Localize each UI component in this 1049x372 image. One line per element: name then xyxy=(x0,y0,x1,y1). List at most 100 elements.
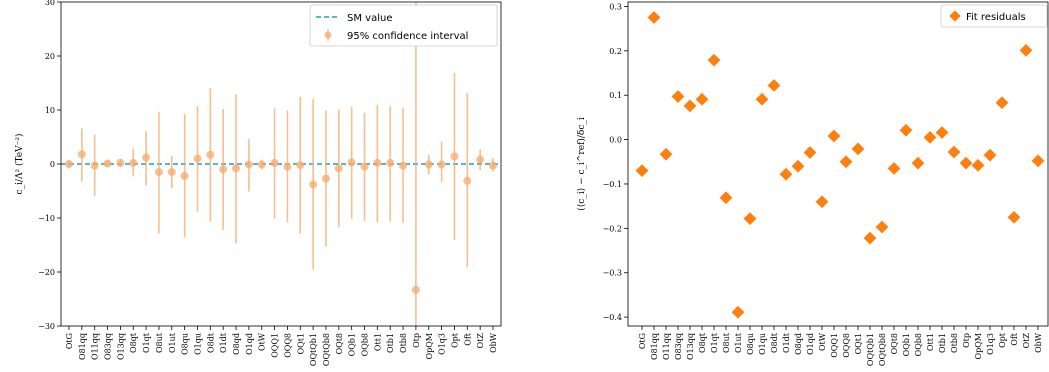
residual-point-OtG xyxy=(635,164,649,178)
right-x-tick-label: OtZ xyxy=(1022,333,1031,349)
left-x-tick-label: O1qt xyxy=(142,332,151,353)
residual-point-OQt1 xyxy=(851,142,865,156)
right-plot-area xyxy=(627,1,1049,327)
coef-point-O81qq xyxy=(77,150,86,159)
left-x-tick-label: O8qd xyxy=(232,333,241,355)
right-x-tick-label: Otb1 xyxy=(938,333,947,353)
left-x-tick-label: OQt1 xyxy=(296,333,305,354)
right-x-tick-label: OQb1 xyxy=(902,333,911,356)
left-y-tick-label: −30 xyxy=(38,322,55,331)
residual-point-OQQ1 xyxy=(827,129,841,143)
right-x-tick-label: O1qu xyxy=(758,333,767,355)
coef-point-Otp xyxy=(411,285,420,294)
coef-point-OtZ xyxy=(476,155,485,164)
coef-point-O1qd xyxy=(244,160,253,169)
coef-point-OtG xyxy=(65,160,73,168)
residual-point-OQQ8 xyxy=(839,155,853,169)
right-x-tick-label: OQt8 xyxy=(890,333,899,354)
right-x-tick-label: O8dt xyxy=(770,332,779,353)
legend-ci-swatch-point xyxy=(324,31,332,39)
right-x-tick-label: Otb8 xyxy=(950,333,959,353)
left-x-tick-label: O8qu xyxy=(181,333,190,355)
right-x-tick-label: O83qq xyxy=(674,333,683,360)
residual-point-O1qu xyxy=(755,92,769,106)
residual-point-Oft xyxy=(1007,210,1021,224)
left-plot-area xyxy=(60,1,502,327)
left-x-tick-label: O1dt xyxy=(219,332,228,353)
right-legend-box xyxy=(940,4,1048,28)
right-y-tick-label: 0.2 xyxy=(609,47,622,56)
right-y-tick-label: 0.0 xyxy=(609,136,622,145)
coef-point-OQt1 xyxy=(296,161,305,170)
coef-point-OpQM xyxy=(424,160,433,169)
coef-point-Otb8 xyxy=(399,161,408,170)
residual-point-O1qd xyxy=(803,146,817,159)
coef-point-OQQ1 xyxy=(270,158,279,167)
left-x-tick-label: O1q3 xyxy=(438,333,447,355)
right-x-tick-label: O11qq xyxy=(662,333,671,360)
coef-point-OQb1 xyxy=(347,158,356,167)
right-x-tick-label: O1qd xyxy=(806,333,815,355)
residual-point-Opt xyxy=(995,96,1009,110)
right-x-tick-label: O1ut xyxy=(734,332,743,353)
residual-point-O1qt xyxy=(707,53,721,67)
left-x-tick-label: OQtQb8 xyxy=(322,333,331,366)
right-x-tick-label: O81qq xyxy=(650,333,659,360)
left-legend: SM value 95% confidence interval xyxy=(309,4,498,47)
residual-point-ObW xyxy=(1031,154,1045,168)
residual-point-O8qd xyxy=(791,159,805,173)
right-x-tick-label: Opt xyxy=(998,332,1007,348)
left-x-tick-label: OQQ1 xyxy=(271,333,280,358)
residual-point-O1q3 xyxy=(983,148,997,162)
coef-point-O1dt xyxy=(219,165,228,174)
coef-point-Oft xyxy=(463,176,472,185)
residual-point-O8dt xyxy=(767,79,781,92)
coef-point-OQtQb1 xyxy=(309,180,318,189)
left-y-tick-label: 30 xyxy=(45,0,55,7)
coef-point-Opt xyxy=(450,152,459,161)
left-x-tick-label: OtZ xyxy=(476,333,485,349)
residual-point-OQtQb8 xyxy=(875,220,889,234)
right-x-tick-label: O8qt xyxy=(698,332,707,353)
right-x-tick-label: OpQM xyxy=(974,333,983,359)
left-x-tick-label: O1ut xyxy=(168,332,177,353)
right-x-tick-label: O1qt xyxy=(710,332,719,353)
residual-point-O8qt xyxy=(695,92,709,106)
coef-point-ObW xyxy=(489,161,497,170)
right-y-tick-label: −0.2 xyxy=(603,224,622,233)
right-x-tick-label: O8ut xyxy=(722,332,731,353)
right-legend: Fit residuals xyxy=(940,4,1048,28)
right-x-tick-label: O1q3 xyxy=(986,333,995,355)
coef-point-O13qq xyxy=(116,158,125,167)
left-x-tick-label: O13qq xyxy=(116,333,125,360)
residual-point-Otb1 xyxy=(935,126,949,139)
right-axes-frame xyxy=(627,1,1049,327)
left-x-tick-label: O1qu xyxy=(193,333,202,355)
left-x-tick-label: OQt8 xyxy=(335,333,344,354)
residual-point-OQtQb1 xyxy=(863,231,877,245)
left-x-tick-label: O81qq xyxy=(78,333,87,360)
left-x-tick-label: O8ut xyxy=(155,332,164,353)
left-x-tick-label: Opt xyxy=(450,332,459,348)
residual-point-O11qq xyxy=(659,147,673,161)
coef-point-O8qu xyxy=(180,171,189,180)
left-x-tick-label: Oft xyxy=(463,332,472,346)
left-x-tick-label: Ott1 xyxy=(373,333,382,351)
right-x-tick-label: OQtQb8 xyxy=(878,333,887,366)
right-x-tick-label: Otp xyxy=(962,333,971,348)
right-y-tick-label: 0.1 xyxy=(609,91,622,100)
coef-point-O1qu xyxy=(193,154,202,163)
right-x-tick-label: OQtQb1 xyxy=(866,333,875,366)
right-y-tick-label: 0.3 xyxy=(609,2,622,11)
legend-residual-label: Fit residuals xyxy=(966,12,1026,23)
residual-point-O1ut xyxy=(731,305,745,319)
right-chart: −0.4 −0.3 −0.2 −0.1 0.0 0.1 0.2 0.3 OtG O81qq O11… xyxy=(576,1,1049,366)
left-x-tick-label: O83qq xyxy=(104,333,113,360)
right-x-tick-label: OQQ8 xyxy=(842,333,851,358)
left-y-axis-label: c_i/Λ² (TeV⁻²) xyxy=(14,134,25,195)
right-x-tick-label: OQb8 xyxy=(914,333,923,356)
left-x-tick-label: OtG xyxy=(65,333,74,349)
coef-point-OtW xyxy=(257,160,266,169)
legend-ci-label: 95% confidence interval xyxy=(347,31,468,42)
left-x-tick-label: OtW xyxy=(258,332,267,351)
